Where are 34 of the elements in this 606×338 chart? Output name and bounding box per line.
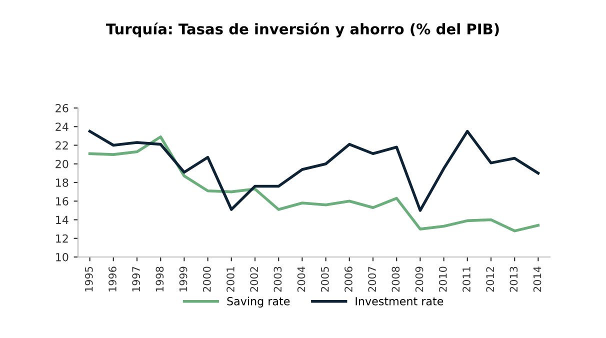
x-tick-label: 2012: [486, 267, 494, 292]
x-tick-label: 2003: [274, 266, 282, 292]
y-tick-label: 26: [56, 104, 68, 112]
chart-title: Turquía: Tasas de inversión y ahorro (% del PIB): [106, 22, 499, 38]
x-tick-label: 2011: [462, 266, 470, 292]
y-tick-label: 14: [56, 216, 68, 224]
y-tick-label: 10: [56, 252, 68, 262]
x-tick-label: 2005: [320, 266, 329, 292]
x-tick-label: 1995: [84, 266, 93, 292]
y-tick-label: 16: [56, 197, 68, 206]
y-tick-label: 22: [56, 141, 68, 150]
x-tick-label: 1999: [179, 266, 188, 292]
y-tick-label: 12: [56, 234, 68, 243]
x-tick-label: 2014: [533, 266, 542, 292]
x-tick-label: 2000: [202, 266, 211, 292]
x-tick-label: 2010: [438, 266, 447, 292]
legend-label: Investment rate: [356, 297, 444, 306]
x-tick-label: 1996: [108, 266, 116, 292]
x-tick-label: 2006: [344, 266, 352, 292]
x-tick-label: 2009: [415, 266, 424, 292]
x-tick-label: 2013: [510, 266, 518, 292]
x-tick-label: 2008: [392, 266, 400, 292]
legend-label: Saving rate: [227, 296, 290, 308]
y-tick-label: 18: [56, 178, 68, 187]
x-tick-label: 2002: [250, 267, 258, 292]
x-tick-label: 1998: [156, 266, 164, 292]
line-series: [88, 130, 540, 212]
x-tick-label: 1997: [132, 266, 140, 292]
x-tick-label: 2007: [368, 266, 376, 292]
line-series: [88, 135, 540, 232]
x-tick-label: 2001: [226, 266, 234, 292]
y-tick-label: 20: [56, 160, 68, 168]
y-tick-label: 24: [56, 122, 68, 131]
x-tick-label: 2004: [297, 266, 306, 292]
